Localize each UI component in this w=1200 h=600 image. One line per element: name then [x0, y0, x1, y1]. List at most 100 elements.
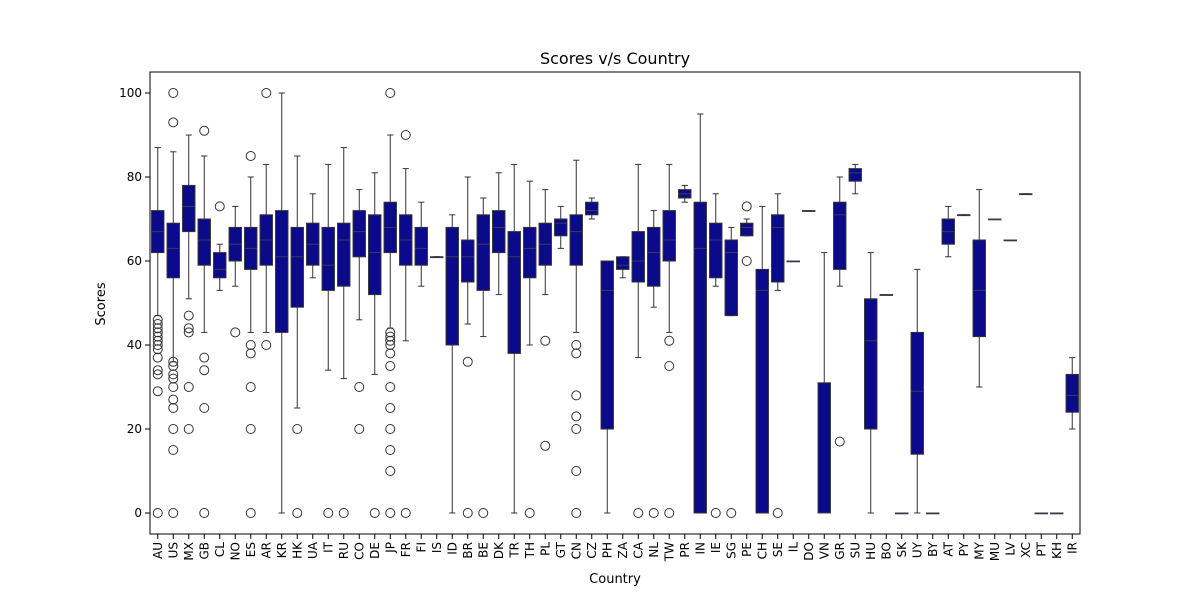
- box-bo: [879, 294, 893, 296]
- iqr-box: [1065, 373, 1079, 413]
- box-il: [786, 260, 800, 263]
- box-au: [151, 147, 165, 518]
- iqr-box: [476, 214, 490, 291]
- outlier-point: [524, 508, 535, 518]
- x-tick-label: AU: [151, 542, 165, 559]
- x-tick-label: LV: [1003, 541, 1017, 555]
- outlier-point: [633, 508, 644, 518]
- iqr-box: [585, 201, 599, 216]
- outlier-point: [168, 394, 179, 405]
- box-it: [321, 163, 335, 518]
- iqr-box: [631, 231, 645, 283]
- outlier-point: [385, 445, 396, 455]
- box-ca: [631, 163, 645, 518]
- iqr-box: [213, 252, 227, 279]
- outlier-point: [462, 508, 473, 518]
- box-sk: [895, 512, 909, 515]
- outlier-point: [385, 335, 396, 346]
- boxes-layer: [151, 88, 1079, 518]
- outlier-point: [385, 327, 396, 338]
- x-tick-label: NL: [647, 542, 661, 558]
- outlier-point: [385, 382, 396, 392]
- outlier-point: [385, 403, 396, 413]
- x-tick-label: AT: [941, 541, 955, 556]
- outlier-point: [214, 201, 225, 212]
- box-pe: [740, 201, 754, 266]
- x-tick-label: SE: [771, 542, 785, 557]
- x-tick-label: TR: [507, 542, 521, 559]
- iqr-box: [833, 201, 847, 270]
- outlier-point: [292, 424, 303, 434]
- outlier-point: [199, 352, 210, 363]
- outlier-point: [168, 382, 179, 392]
- y-tick-label: 40: [127, 338, 142, 352]
- outlier-point: [385, 361, 396, 371]
- box-uy: [910, 268, 924, 514]
- box-cl: [213, 201, 227, 291]
- x-tick-label: BR: [461, 542, 475, 559]
- outlier-point: [400, 130, 411, 140]
- box-xc: [1019, 193, 1033, 196]
- outlier-point: [168, 369, 179, 380]
- iqr-box: [507, 231, 521, 354]
- iqr-box: [817, 382, 831, 514]
- x-tick-label: BE: [476, 542, 490, 558]
- x-tick-label: JP: [383, 542, 397, 554]
- x-tick-label: PL: [538, 542, 552, 556]
- y-tick-label: 80: [127, 170, 142, 184]
- iqr-box: [771, 214, 785, 283]
- box-my: [972, 189, 986, 388]
- box-ph: [600, 260, 614, 514]
- outlier-point: [183, 327, 194, 338]
- x-tick-label: GT: [554, 541, 568, 558]
- x-tick-label: PR: [678, 542, 692, 558]
- iqr-box: [182, 184, 196, 233]
- box-kh: [1050, 512, 1064, 515]
- outlier-point: [726, 508, 737, 518]
- x-tick-label: DO: [802, 542, 816, 561]
- box-tw: [662, 163, 676, 518]
- outlier-point: [183, 382, 194, 392]
- outlier-point: [168, 117, 179, 128]
- outlier-point: [540, 335, 551, 346]
- box-is: [430, 256, 444, 259]
- x-tick-label: CL: [213, 542, 227, 557]
- iqr-box: [755, 268, 769, 514]
- x-tick-label: CA: [631, 541, 645, 558]
- x-tick-label: HK: [290, 541, 304, 559]
- outlier-point: [245, 382, 256, 392]
- iqr-box: [647, 226, 661, 287]
- box-sg: [724, 226, 738, 518]
- iqr-box: [290, 226, 304, 308]
- x-tick-label: BO: [879, 542, 893, 559]
- outlier-point: [245, 424, 256, 434]
- outlier-point: [338, 508, 349, 518]
- outlier-point: [245, 348, 256, 359]
- outlier-point: [152, 352, 163, 363]
- outlier-point: [571, 424, 582, 434]
- x-tick-label: PY: [957, 541, 971, 556]
- box-by: [926, 512, 940, 515]
- x-tick-label: NO: [228, 542, 242, 560]
- box-gr: [833, 176, 847, 447]
- iqr-box: [616, 256, 630, 270]
- x-tick-label: CZ: [585, 542, 599, 559]
- outlier-point: [152, 323, 163, 334]
- box-tr: [507, 163, 521, 514]
- box-pr: [678, 184, 692, 203]
- box-de: [368, 172, 382, 518]
- outlier-point: [152, 335, 163, 346]
- iqr-box: [910, 331, 924, 455]
- outlier-point: [571, 390, 582, 401]
- outlier-point: [400, 508, 411, 518]
- x-tick-label: IL: [786, 542, 800, 553]
- box-mx: [182, 134, 196, 434]
- outlier-point: [369, 508, 380, 518]
- outlier-point: [741, 201, 752, 212]
- outlier-point: [199, 508, 210, 518]
- iqr-box: [523, 226, 537, 279]
- box-dk: [492, 172, 506, 296]
- plot-frame: [149, 71, 1081, 535]
- outlier-point: [183, 310, 194, 321]
- box-gt: [554, 205, 568, 249]
